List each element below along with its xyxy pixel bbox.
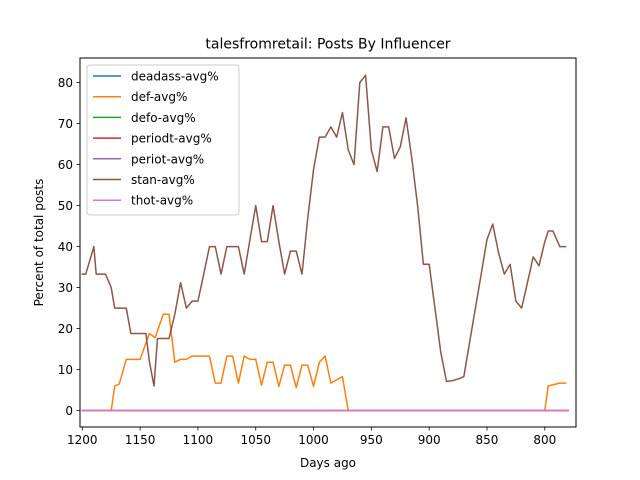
y-tick-label: 50 (58, 199, 73, 213)
legend-label-0: deadass-avg% (131, 70, 219, 84)
x-tick-label: 800 (533, 433, 556, 447)
y-axis: 0 10 20 30 40 50 60 70 80 (58, 76, 80, 418)
legend: deadass-avg% def-avg% defo-avg% periodt-avg… (86, 64, 240, 216)
series-line-5 (81, 74, 567, 387)
y-tick-label: 20 (58, 322, 73, 336)
x-tick-label: 1000 (298, 433, 329, 447)
y-tick-label: 60 (58, 158, 73, 172)
y-tick-label: 10 (58, 363, 73, 377)
x-tick-label: 950 (360, 433, 383, 447)
legend-label-6: thot-avg% (131, 194, 193, 208)
x-tick-label: 900 (418, 433, 441, 447)
y-tick-label: 80 (58, 76, 73, 90)
x-tick-label: 1200 (67, 433, 98, 447)
y-tick-label: 0 (65, 404, 73, 418)
plot-frame (79, 57, 577, 428)
x-tick-label: 1100 (183, 433, 214, 447)
legend-label-4: periot-avg% (131, 152, 204, 166)
y-tick-label: 70 (58, 117, 73, 131)
legend-box (86, 64, 240, 216)
legend-label-1: def-avg% (131, 90, 187, 104)
legend-label-3: periodt-avg% (131, 132, 212, 146)
y-tick-label: 40 (58, 240, 73, 254)
x-tick-label: 1050 (240, 433, 271, 447)
chart-title: talesfromretail: Posts By Influencer (205, 37, 450, 53)
series-layer (81, 74, 569, 412)
x-axis-label: Days ago (300, 456, 356, 470)
x-axis: 1200 1150 1100 1050 1000 950 900 850 800 (67, 427, 556, 447)
legend-label-2: defo-avg% (131, 111, 196, 125)
x-tick-label: 1150 (125, 433, 156, 447)
legend-label-5: stan-avg% (131, 173, 195, 187)
series-line-1 (81, 313, 567, 412)
x-tick-label: 850 (476, 433, 499, 447)
y-tick-label: 30 (58, 281, 73, 295)
y-axis-label: Percent of total posts (32, 179, 46, 307)
